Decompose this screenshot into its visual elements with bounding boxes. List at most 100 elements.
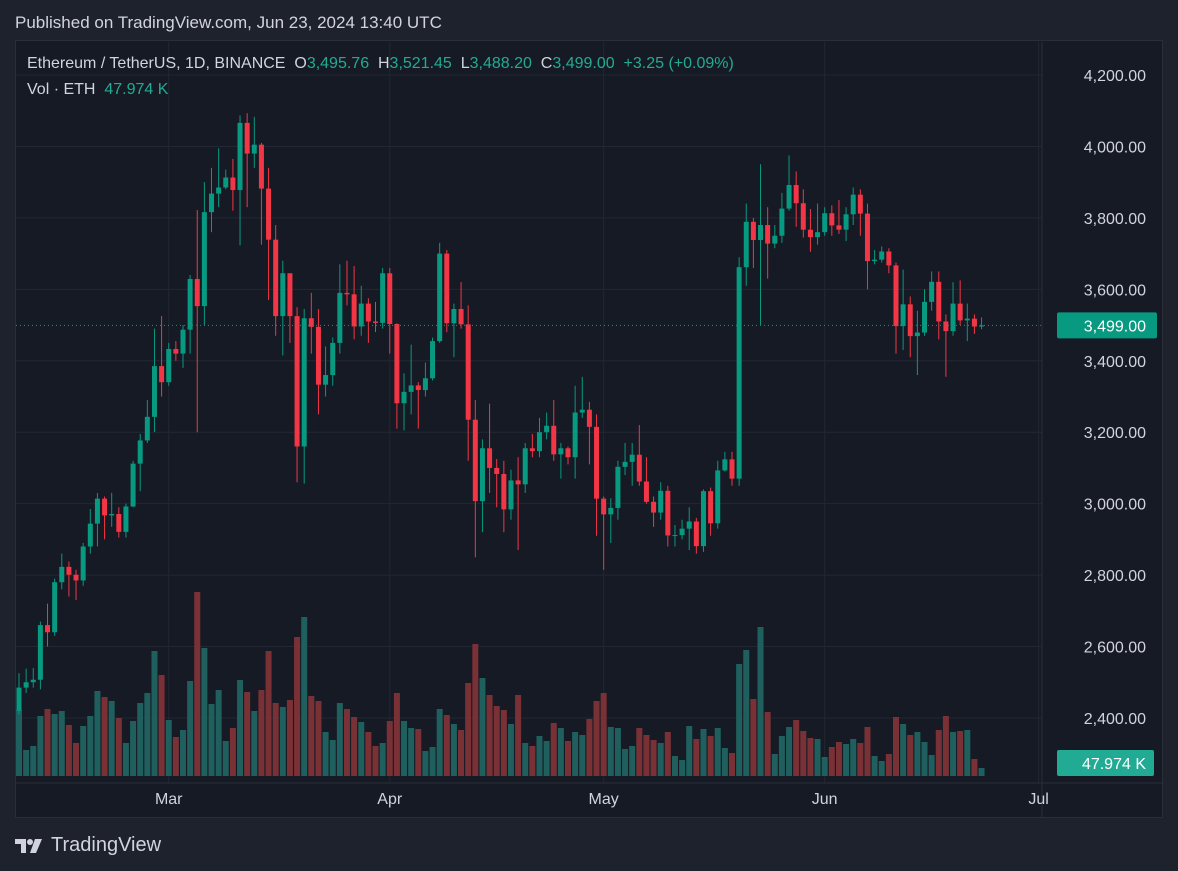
price-tick-label: 2,800.00 [1084, 568, 1146, 585]
volume-bar [950, 732, 957, 776]
volume-bar [87, 716, 94, 776]
candle-body [266, 188, 272, 240]
volume-bar [144, 693, 151, 776]
candle-body [515, 480, 521, 485]
candle-body [786, 185, 792, 209]
candle-body [173, 348, 179, 354]
candle-body [230, 177, 236, 191]
volume-bar [864, 727, 871, 776]
volume-bar [671, 756, 678, 776]
candle-body [879, 251, 885, 260]
volume-bar [73, 743, 80, 776]
volume-bar [358, 722, 365, 776]
close-label: C [540, 55, 553, 72]
volume-bar [557, 728, 564, 776]
volume-bar [871, 756, 878, 776]
high-label: H [377, 55, 390, 72]
candle-body [971, 318, 977, 327]
candle-body [380, 273, 386, 323]
volume-bar [900, 724, 907, 776]
volume-bar [187, 681, 194, 776]
candle-body [536, 432, 542, 452]
volume-bar [885, 754, 892, 776]
candle-body [451, 308, 457, 324]
volume-bar [821, 757, 828, 776]
volume-bar [550, 723, 557, 776]
volume-bar [622, 749, 629, 776]
candle-body [494, 467, 500, 474]
volume-bar [486, 695, 493, 776]
volume-bar [643, 735, 650, 776]
candle-body [30, 679, 36, 683]
volume-bar [429, 747, 436, 776]
candle-body [387, 273, 393, 324]
candle-body [287, 273, 293, 317]
candle-body [102, 498, 108, 516]
candle-body [586, 409, 592, 427]
volume-bar [657, 743, 664, 776]
volume-bar [343, 709, 350, 776]
candle-body [544, 425, 550, 433]
volume-bar [465, 683, 472, 776]
candle-body [45, 625, 51, 633]
candle-body [765, 225, 771, 244]
candle-body [308, 318, 314, 327]
symbol-title[interactable]: Ethereum / TetherUS, 1D, BINANCE [27, 55, 286, 72]
volume-bar [386, 721, 393, 776]
candle-body [273, 239, 279, 317]
change-value: +3.25 (+0.09%) [623, 55, 734, 72]
candle-body [415, 385, 421, 391]
volume-bar [351, 717, 358, 776]
volume-bar [229, 728, 236, 776]
high-value: 3,521.45 [389, 55, 452, 72]
candle-body [836, 225, 842, 230]
candle-body [979, 325, 985, 327]
volume-bar [565, 741, 572, 776]
last-volume-badge [1057, 750, 1154, 776]
volume-bar [322, 732, 329, 776]
candle-body [109, 513, 115, 516]
candle-body [615, 466, 621, 508]
candle-body [52, 582, 58, 633]
volume-bar [515, 695, 522, 776]
volume-bar [793, 720, 800, 776]
volume-bar [522, 743, 529, 776]
open-value: 3,495.76 [306, 55, 370, 72]
footer-brand[interactable]: TradingView [15, 834, 161, 857]
volume-bar [771, 754, 778, 776]
volume-bar [258, 690, 265, 776]
volume-bar [222, 741, 229, 776]
candle-body [209, 193, 215, 213]
volume-bar [272, 703, 279, 776]
volume-bar [137, 703, 144, 776]
volume-bar [543, 741, 550, 776]
volume-bar [707, 736, 714, 776]
volume-bar [629, 746, 636, 776]
volume-bar [921, 742, 928, 776]
volume-bar [835, 742, 842, 776]
volume-bar [108, 701, 115, 776]
volume-bar [493, 706, 500, 776]
volume-bar [130, 721, 137, 776]
candle-body [472, 419, 478, 502]
candle-body [323, 375, 329, 385]
candle-body [950, 303, 956, 332]
volume-bar [158, 675, 165, 776]
candle-body [807, 229, 813, 238]
candle-body [629, 454, 635, 462]
volume-bar [94, 691, 101, 776]
volume-bar [379, 743, 386, 776]
volume-bar [664, 732, 671, 776]
candle-body [579, 409, 585, 413]
candle-body [337, 292, 343, 343]
candle-body [551, 425, 557, 455]
volume-label[interactable]: Vol · ETH [27, 81, 96, 98]
low-label: L [460, 55, 470, 72]
candle-body [280, 273, 286, 317]
candle-body [444, 253, 450, 324]
volume-bar [179, 730, 186, 776]
candle-body [294, 316, 300, 447]
candle-body [258, 144, 264, 189]
volume-bar [265, 651, 272, 776]
